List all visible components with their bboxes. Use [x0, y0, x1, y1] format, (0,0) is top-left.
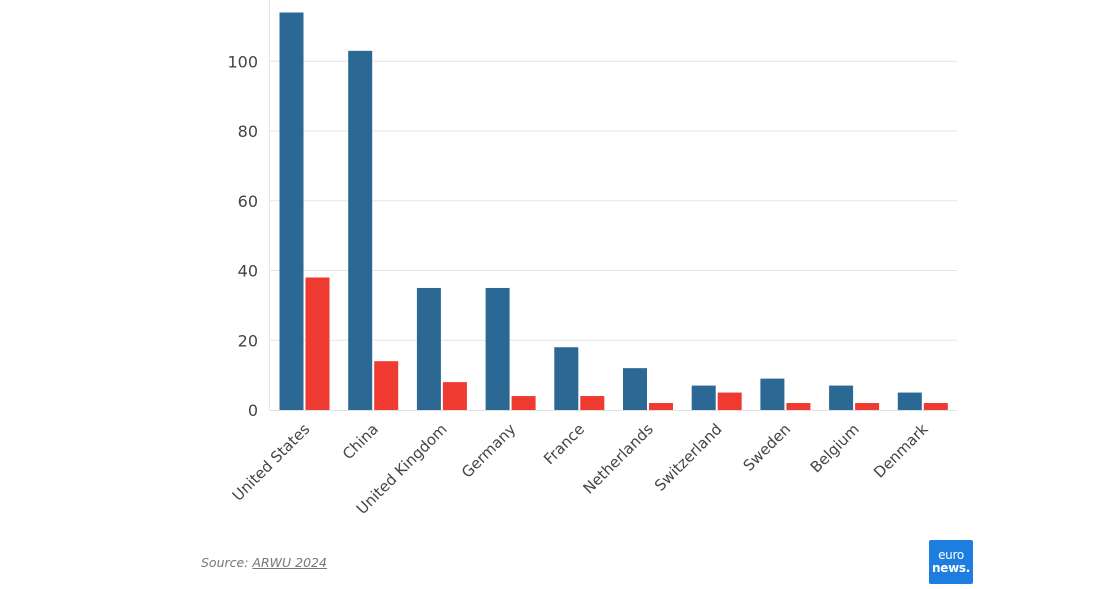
- bar-series-1: [760, 378, 785, 410]
- bar-series-1: [829, 385, 854, 410]
- bar-series-1: [623, 368, 647, 410]
- x-tick-label: France: [540, 420, 588, 468]
- y-tick-label: 40: [238, 262, 258, 281]
- bar-series-1: [416, 287, 441, 410]
- bar-series-2: [374, 361, 399, 410]
- y-tick-label: 80: [238, 122, 258, 141]
- bar-series-2: [717, 392, 742, 410]
- y-tick-label: 0: [248, 401, 258, 420]
- source-prefix: Source:: [201, 555, 253, 570]
- grid-lines: [270, 60, 957, 341]
- bar-series-2: [649, 403, 673, 410]
- bar-series-1: [691, 385, 716, 410]
- bar-series-2: [442, 382, 467, 410]
- logo-text-top: euro: [938, 548, 964, 562]
- x-tick-label: Germany: [458, 420, 520, 482]
- bar-series-1: [554, 347, 579, 410]
- x-tick-label: Denmark: [870, 420, 932, 482]
- x-tick-label: Switzerland: [651, 420, 726, 495]
- bar-series-2: [305, 277, 330, 410]
- x-tick-label: Belgium: [807, 420, 863, 476]
- y-axis: [269, 0, 957, 411]
- bar-series-1: [485, 287, 510, 410]
- y-tick-label: 20: [238, 331, 258, 350]
- logo-text-bottom: news.: [932, 561, 970, 575]
- euronews-logo: euro news.: [929, 540, 973, 584]
- bar-series-2: [855, 403, 880, 410]
- source-link[interactable]: ARWU 2024: [252, 555, 327, 570]
- bar-series-1: [348, 50, 373, 411]
- bar-series-2: [580, 396, 605, 410]
- x-tick-label: China: [339, 420, 382, 463]
- y-tick-label: 100: [227, 52, 258, 71]
- x-tick-label: Sweden: [740, 420, 795, 475]
- y-tick-labels: 0 20 40 60 80 100: [227, 52, 258, 420]
- x-tick-label: United States: [229, 420, 314, 505]
- bar-series-2: [923, 403, 948, 410]
- bar-series-1: [897, 392, 922, 410]
- y-tick-label: 60: [238, 192, 258, 211]
- bar-series-2: [786, 403, 811, 410]
- source-note: Source: ARWU 2024: [201, 555, 327, 570]
- bars: [279, 12, 948, 411]
- bar-series-1: [279, 12, 304, 410]
- bar-series-2: [511, 396, 536, 410]
- x-tick-label: Netherlands: [579, 420, 657, 498]
